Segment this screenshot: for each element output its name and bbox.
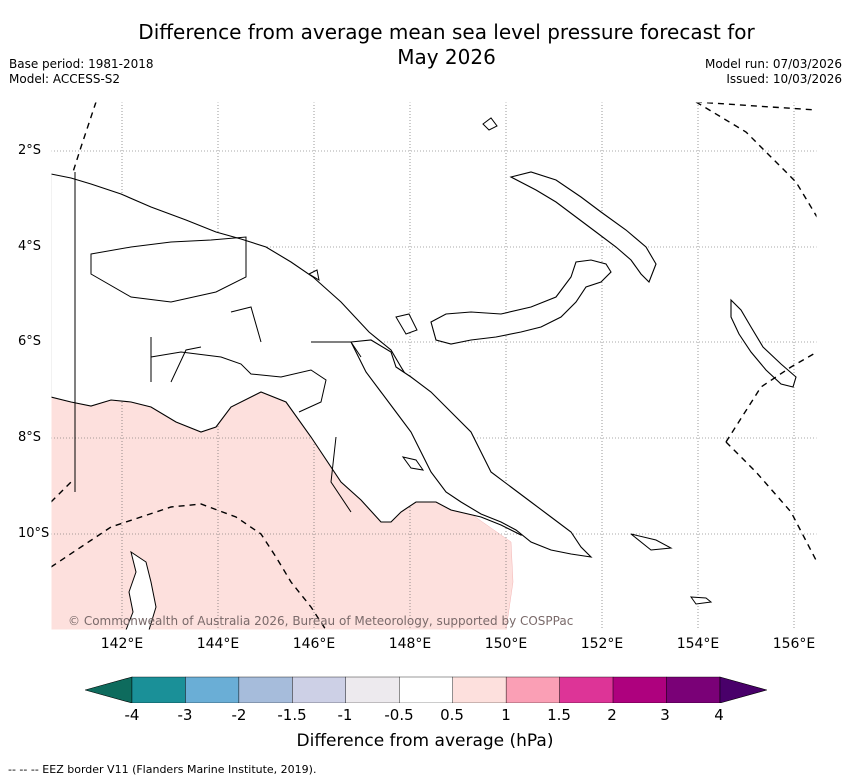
new-britain-island xyxy=(430,259,612,345)
colorbar-tick-label: 1 xyxy=(501,706,511,724)
province-borders xyxy=(74,172,362,513)
manus-island xyxy=(482,117,498,131)
small-island xyxy=(689,596,713,605)
base-period-text: Base period: 1981-2018 xyxy=(9,57,154,71)
y-tick-label: 10°S xyxy=(18,526,50,541)
y-tick-label: 8°S xyxy=(18,430,42,445)
colorbar-cell xyxy=(559,676,614,703)
model-run-text: Model run: 07/03/2026 xyxy=(704,57,842,71)
x-tick-label: 146°E xyxy=(292,636,336,652)
x-tick-label: 148°E xyxy=(388,636,432,652)
y-tick-label: 2°S xyxy=(18,143,42,158)
colorbar-extension-high xyxy=(719,676,767,703)
map-title-line2: May 2026 xyxy=(397,45,496,69)
colorbar-tick-label: 4 xyxy=(714,706,724,724)
bougainville-island xyxy=(730,298,797,388)
x-tick-label: 142°E xyxy=(100,636,144,652)
x-tick-label: 144°E xyxy=(196,636,240,652)
x-tick-label: 154°E xyxy=(676,636,720,652)
colorbar-tick-label: -3 xyxy=(177,706,193,724)
colorbar-tick-label: -1 xyxy=(337,706,353,724)
colorbar-cell xyxy=(612,676,667,703)
eez-border-lines xyxy=(51,102,817,630)
colorbar-tick-label: 2 xyxy=(607,706,617,724)
colorbar-tick-label: 0.5 xyxy=(440,706,464,724)
map-title: Difference from average mean sea level p… xyxy=(0,20,850,70)
colorbar-tick-label: -0.5 xyxy=(384,706,414,724)
x-tick-label: 152°E xyxy=(580,636,624,652)
base-period-info: Base period: 1981-2018 Model: ACCESS-S2 xyxy=(9,57,154,87)
small-island xyxy=(630,533,673,551)
small-island xyxy=(307,269,320,282)
cape-york-coastline xyxy=(125,550,157,630)
colorbar-tick-label: 3 xyxy=(660,706,670,724)
y-tick-label: 6°S xyxy=(18,334,42,349)
small-island xyxy=(401,456,425,471)
colorbar-cell xyxy=(131,676,186,703)
colorbar-cell xyxy=(399,676,453,703)
colorbar-extension-low xyxy=(85,676,133,703)
issued-text: Issued: 10/03/2026 xyxy=(726,72,842,86)
x-tick-label: 156°E xyxy=(772,636,816,652)
colorbar-tick-label: -4 xyxy=(124,706,140,724)
x-tick-label: 150°E xyxy=(484,636,528,652)
colorbar-tick-label: -2 xyxy=(231,706,247,724)
huon-peninsula xyxy=(350,339,593,558)
colorbar-cell xyxy=(185,676,240,703)
colorbar-cell xyxy=(238,676,293,703)
map-plot-area xyxy=(51,102,817,630)
colorbar-tick-label: -1.5 xyxy=(277,706,307,724)
colorbar-cell xyxy=(345,676,400,703)
colorbar xyxy=(85,676,767,703)
colorbar-cell xyxy=(505,676,560,703)
map-title-line1: Difference from average mean sea level p… xyxy=(138,20,755,44)
colorbar-title: Difference from average (hPa) xyxy=(296,731,554,751)
colorbar-cell xyxy=(666,676,721,703)
copyright-notice: © Commonwealth of Australia 2026, Bureau… xyxy=(68,614,574,628)
y-tick-label: 4°S xyxy=(18,239,42,254)
colorbar-cell xyxy=(452,676,507,703)
colorbar-cell xyxy=(292,676,347,703)
small-island xyxy=(395,313,418,335)
eez-legend-note: -- -- -- EEZ border V11 (Flanders Marine… xyxy=(8,763,317,776)
new-ireland-island xyxy=(509,171,657,283)
model-text: Model: ACCESS-S2 xyxy=(9,72,121,86)
colorbar-tick-label: 1.5 xyxy=(547,706,571,724)
model-run-info: Model run: 07/03/2026 Issued: 10/03/2026 xyxy=(705,57,842,87)
